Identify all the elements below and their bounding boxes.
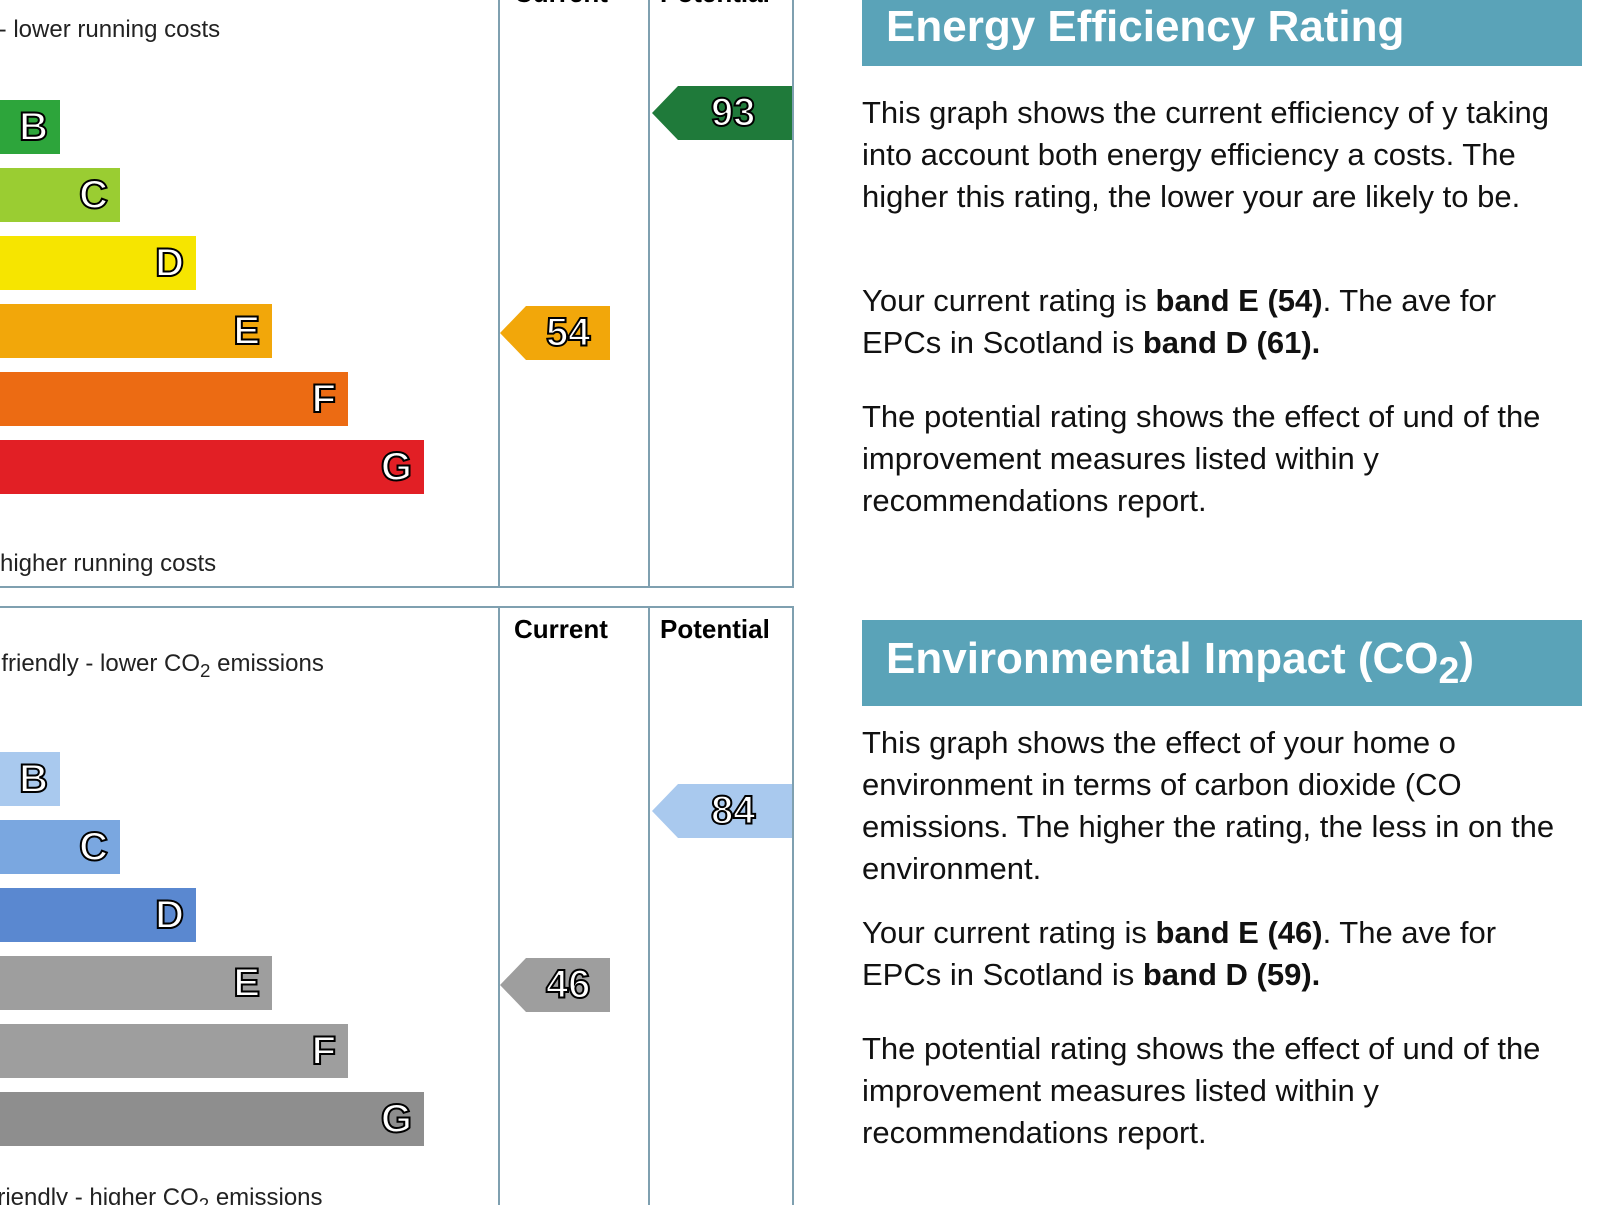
energy-col-potential-header: Potential — [660, 0, 770, 9]
energy-pointer-potential: 93 — [652, 86, 792, 140]
energy-para-2: Your current rating is band E (54). The … — [862, 280, 1582, 364]
energy-divider-2 — [648, 0, 650, 588]
energy-para-3: The potential rating shows the effect of… — [862, 396, 1582, 522]
energy-para-1: This graph shows the current efficiency … — [862, 92, 1582, 218]
env-caption-top: lly friendly - lower CO2 emissions — [0, 650, 324, 682]
env-para-1: This graph shows the effect of your home… — [862, 722, 1582, 889]
energy-band-f: F — [0, 372, 348, 426]
band-letter: C — [79, 173, 108, 218]
band-letter: D — [155, 893, 184, 938]
env-divider-2 — [648, 606, 650, 1205]
band-letter: F — [312, 1029, 336, 1074]
energy-divider-1 — [498, 0, 500, 588]
env-para-2: Your current rating is band E (46). The … — [862, 912, 1582, 996]
energy-band-g: G — [0, 440, 424, 494]
energy-para2-pre: Your current rating is — [862, 283, 1156, 318]
band-letter: B — [19, 105, 48, 150]
env-band-e: E — [0, 956, 272, 1010]
epc-canvas: Current Potential nt - lower running cos… — [0, 0, 1606, 1205]
band-letter: B — [19, 757, 48, 802]
env-pointer-potential-value: 84 — [711, 789, 756, 834]
env-col-current-header: Current — [514, 614, 608, 645]
env-band-d: D — [0, 888, 196, 942]
energy-band-b: B — [0, 100, 60, 154]
env-pointer-potential: 84 — [652, 784, 792, 838]
env-divider-1 — [498, 606, 500, 1205]
env-caption-bottom: y friendly - higher CO2 emissions — [0, 1184, 323, 1205]
band-letter: F — [312, 377, 336, 422]
env-band-c: C — [0, 820, 120, 874]
energy-caption-bottom: t - higher running costs — [0, 550, 216, 578]
band-letter: G — [381, 445, 412, 490]
env-para2-pre: Your current rating is — [862, 915, 1156, 950]
band-letter: G — [381, 1097, 412, 1142]
env-band-b: B — [0, 752, 60, 806]
energy-para2-bold2: band D (61). — [1143, 325, 1320, 360]
energy-band-c: C — [0, 168, 120, 222]
energy-pointer-current-value: 54 — [546, 311, 591, 356]
env-para2-bold2: band D (59). — [1143, 957, 1320, 992]
band-letter: E — [233, 309, 260, 354]
band-letter: C — [79, 825, 108, 870]
band-letter: D — [155, 241, 184, 286]
energy-col-current-header: Current — [514, 0, 608, 9]
env-band-f: F — [0, 1024, 348, 1078]
energy-para2-bold1: band E (54) — [1156, 283, 1323, 318]
env-para2-bold1: band E (46) — [1156, 915, 1323, 950]
energy-band-e: E — [0, 304, 272, 358]
energy-band-d: D — [0, 236, 196, 290]
energy-caption-top: nt - lower running costs — [0, 16, 220, 44]
env-pointer-current-value: 46 — [546, 963, 591, 1008]
energy-pointer-current: 54 — [500, 306, 610, 360]
env-heading: Environmental Impact (CO2) — [862, 620, 1582, 706]
env-pointer-current: 46 — [500, 958, 610, 1012]
env-col-potential-header: Potential — [660, 614, 770, 645]
band-letter: E — [233, 961, 260, 1006]
env-band-g: G — [0, 1092, 424, 1146]
energy-heading: Energy Efficiency Rating — [862, 0, 1582, 66]
env-para-3: The potential rating shows the effect of… — [862, 1028, 1582, 1154]
energy-pointer-potential-value: 93 — [711, 91, 756, 136]
